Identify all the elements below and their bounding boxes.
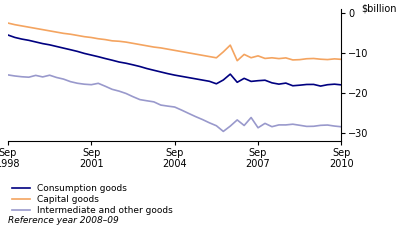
Legend: Consumption goods, Capital goods, Intermediate and other goods: Consumption goods, Capital goods, Interm… <box>8 180 176 219</box>
Y-axis label: $billion: $billion <box>361 4 397 14</box>
Text: Reference year 2008–09: Reference year 2008–09 <box>8 216 119 225</box>
